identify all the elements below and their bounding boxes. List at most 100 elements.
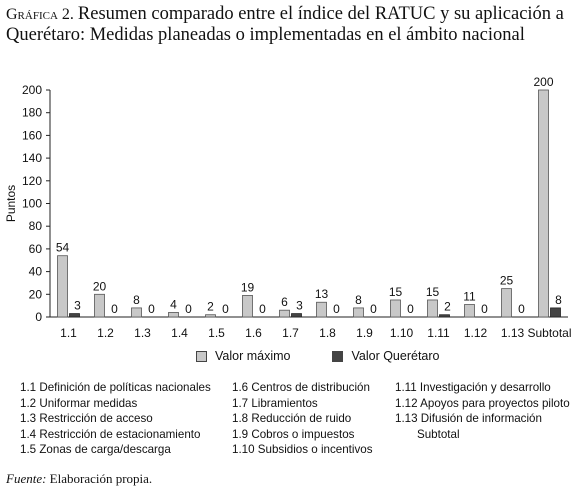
data-label-valor-maximo: 54	[56, 241, 70, 255]
bar-valor-maximo	[538, 89, 549, 318]
bar-valor-maximo	[94, 293, 105, 318]
source-text: Elaboración propia.	[49, 471, 153, 486]
bar-valor-maximo	[427, 299, 438, 318]
y-tick-label: 100	[22, 197, 42, 211]
x-tick-label: 1.11	[427, 326, 450, 340]
data-label-valor-maximo: 19	[241, 280, 255, 294]
bar-valor-maximo	[168, 312, 179, 318]
bar-valor-maximo	[464, 304, 475, 318]
data-label-valor-queretaro: 0	[222, 302, 229, 316]
note-line: 1.13 Difusión de información	[395, 412, 542, 425]
note-line: 1.12 Apoyos para proyectos piloto	[395, 396, 570, 410]
y-tick-label: 120	[22, 174, 42, 188]
data-label-valor-maximo: 20	[93, 279, 107, 293]
data-label-valor-maximo: 15	[426, 285, 440, 299]
bar-valor-queretaro	[291, 313, 302, 318]
y-tick-label: 80	[29, 219, 43, 233]
data-label-valor-queretaro: 3	[74, 299, 81, 313]
y-tick-label: 20	[29, 287, 43, 301]
x-tick-label: 1.12	[464, 326, 488, 340]
data-label-valor-maximo: 2	[207, 300, 214, 314]
data-label-valor-maximo: 4	[170, 297, 177, 311]
notes-column-3: 1.11 Investigación y desarrollo 1.12 Apo…	[395, 380, 570, 442]
data-label-valor-maximo: 8	[133, 293, 140, 307]
note-line: 1.4 Restricción de estacionamiento	[20, 427, 201, 441]
bar-valor-maximo	[390, 299, 401, 318]
x-tick-label: 1.1	[60, 326, 77, 340]
chart-title: Gráfica 2. Resumen comparado entre el índ…	[6, 4, 566, 45]
source-note: Fuente: Elaboración propia.	[6, 471, 152, 487]
data-label-valor-queretaro: 0	[111, 302, 118, 316]
data-label-valor-queretaro: 0	[333, 302, 340, 316]
y-tick-label: 40	[29, 265, 43, 279]
data-label-valor-queretaro: 3	[296, 299, 303, 313]
note-line: 1.3 Restricción de acceso	[20, 412, 153, 425]
x-tick-label: 1.5	[208, 326, 225, 340]
data-label-valor-queretaro: 0	[481, 302, 488, 316]
data-label-valor-maximo: 25	[500, 274, 514, 288]
y-tick-label: 60	[29, 242, 43, 256]
note-line: 1.5 Zonas de carga/descarga	[20, 443, 171, 456]
data-label-valor-queretaro: 0	[370, 302, 377, 316]
data-label-valor-queretaro: 0	[185, 302, 192, 316]
note-line: Subtotal	[417, 427, 460, 441]
note-line: 1.9 Cobros o impuestos	[232, 427, 355, 441]
note-line: 1.10 Subsidios o incentivos	[232, 443, 373, 456]
note-line: 1.8 Reducción de ruido	[232, 412, 352, 425]
bar-valor-maximo	[242, 295, 253, 318]
data-label-valor-queretaro: 0	[148, 302, 155, 316]
x-tick-label: 1.2	[97, 326, 114, 340]
y-tick-label: 0	[35, 310, 42, 324]
y-tick-label: 160	[22, 128, 42, 142]
x-tick-label: 1.9	[356, 326, 373, 340]
data-label-valor-maximo: 11	[463, 290, 476, 304]
bar-valor-maximo	[353, 307, 364, 318]
x-tick-label: 1.10	[390, 326, 414, 340]
bar-chart: 020406080100120140160180200Puntos5431.12…	[4, 75, 572, 340]
x-tick-label: 1.4	[171, 326, 188, 340]
y-tick-label: 180	[22, 106, 42, 120]
legend-swatch-max	[196, 350, 207, 362]
chart-title-prefix: Gráfica 2.	[6, 6, 74, 23]
note-line: 1.2 Uniformar medidas	[20, 396, 138, 410]
legend-swatch-queretaro	[332, 350, 344, 362]
note-line: 1.7 Libramientos	[232, 396, 318, 410]
bar-valor-maximo	[501, 288, 512, 318]
data-label-valor-queretaro: 2	[444, 300, 451, 314]
bar-valor-maximo	[57, 255, 68, 318]
data-label-valor-maximo: 15	[389, 285, 403, 299]
data-label-valor-maximo: 8	[355, 293, 362, 307]
note-line: 1.6 Centros de distribución	[232, 381, 370, 394]
chart-title-text: Resumen comparado entre el índice del RA…	[6, 4, 564, 45]
source-label: Fuente:	[6, 471, 47, 486]
notes-column-2: 1.6 Centros de distribución 1.7 Libramie…	[232, 380, 373, 458]
legend-item-max: Valor máximo	[196, 349, 290, 363]
data-label-valor-queretaro: 0	[518, 302, 525, 316]
bar-valor-queretaro	[550, 307, 561, 318]
data-label-valor-queretaro: 0	[407, 302, 414, 316]
data-label-valor-maximo: 200	[533, 75, 553, 89]
chart-legend: Valor máximo Valor Querétaro	[196, 349, 440, 363]
data-label-valor-queretaro: 0	[259, 302, 266, 316]
y-axis-title: Puntos	[4, 185, 18, 222]
data-label-valor-maximo: 13	[315, 287, 329, 301]
bar-valor-maximo	[316, 301, 327, 318]
x-tick-label: 1.7	[282, 326, 299, 340]
bar-valor-maximo	[279, 309, 290, 318]
x-tick-label: Subtotal	[527, 326, 571, 340]
data-label-valor-maximo: 6	[281, 295, 288, 309]
notes-column-1: 1.1 Definición de políticas nacionales 1…	[20, 380, 211, 458]
data-label-valor-queretaro: 8	[555, 293, 562, 307]
legend-label-max: Valor máximo	[215, 349, 291, 363]
legend-item-queretaro: Valor Querétaro	[332, 349, 440, 363]
bar-valor-maximo	[205, 314, 216, 318]
legend-label-queretaro: Valor Querétaro	[351, 349, 440, 363]
x-tick-label: 1.8	[319, 326, 336, 340]
y-tick-label: 200	[22, 83, 42, 97]
x-tick-label: 1.3	[134, 326, 151, 340]
note-line: 1.1 Definición de políticas nacionales	[20, 381, 211, 394]
x-tick-label: 1.6	[245, 326, 262, 340]
x-tick-label: 1.13	[501, 326, 525, 340]
bar-valor-queretaro	[439, 314, 450, 318]
bar-valor-queretaro	[69, 313, 80, 318]
